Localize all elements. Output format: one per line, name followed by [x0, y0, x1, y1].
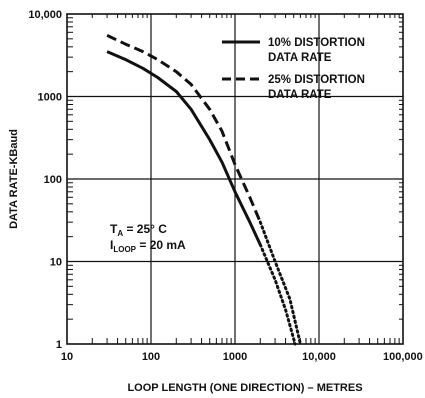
- series-layer: [106, 34, 302, 346]
- series-extrapolation-1: [258, 220, 302, 346]
- legend-label-10pct: 10% DISTORTION DATA RATE: [268, 37, 365, 64]
- annotation-loop-current: ILOOP = 20 mA: [110, 238, 186, 254]
- y-tick-label: 1000: [38, 92, 62, 104]
- x-tick-label: 100: [142, 351, 160, 363]
- x-axis-title: LOOP LENGTH (ONE DIRECTION) – METRES: [127, 382, 362, 394]
- y-tick-label: 10,000: [28, 9, 62, 21]
- series-line-1: [106, 34, 262, 223]
- series-extrapolation-0: [258, 243, 297, 346]
- annotation-temperature: TA = 25° C: [110, 222, 167, 238]
- y-tick-label: 10: [50, 257, 62, 269]
- legend-label-25pct: 25% DISTORTION DATA RATE: [268, 74, 365, 101]
- y-tick-label: 1: [56, 339, 62, 351]
- y-axis-title: DATA RATE-KBaud: [8, 129, 20, 229]
- plot-frame: [66, 13, 404, 345]
- x-tick-label: 10,000: [302, 351, 336, 363]
- series-line-0: [106, 50, 262, 246]
- y-tick-label: 100: [44, 174, 62, 186]
- x-tick-label: 100,000: [383, 351, 423, 363]
- x-tick-label: 1000: [223, 351, 247, 363]
- legend: 10% DISTORTION DATA RATE 25% DISTORTION DA…: [222, 37, 365, 101]
- x-tick-label: 10: [61, 351, 73, 363]
- grid-lines: [67, 14, 403, 344]
- conditions-annotation: TA = 25° C ILOOP = 20 mA: [110, 222, 186, 254]
